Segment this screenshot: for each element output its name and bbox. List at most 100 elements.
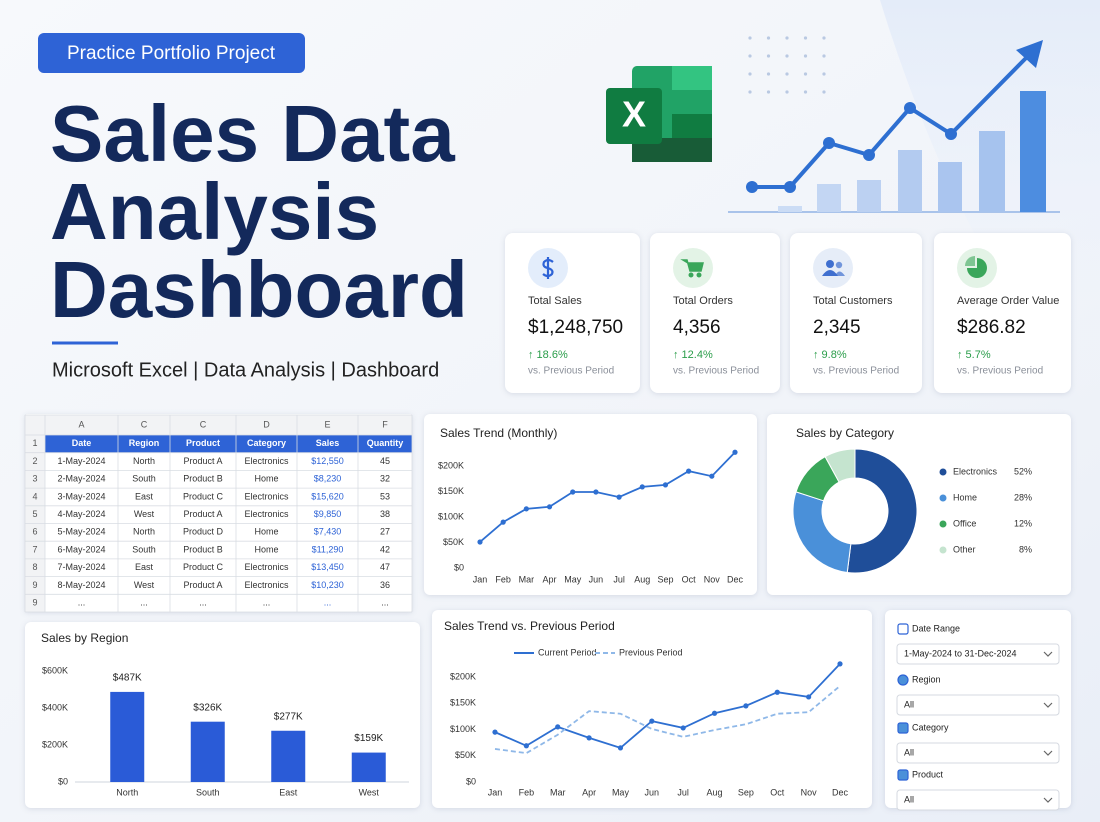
dropdown-value[interactable]: 1-May-2024 to 31-Dec-2024	[904, 648, 1017, 658]
column-letter: A	[78, 419, 84, 429]
dropdown-chevron[interactable]	[1043, 797, 1053, 803]
x-tick-label: Aug	[634, 574, 650, 584]
bar	[110, 691, 145, 782]
hero-dot	[863, 149, 875, 161]
column-letter: F	[382, 419, 388, 429]
filter-label: Category	[912, 722, 949, 732]
table-header-row	[45, 435, 412, 453]
chart-title: Sales by Category	[796, 426, 894, 440]
table-cell: 3-May-2024	[57, 491, 105, 501]
point	[774, 689, 780, 695]
kpi-label: Total Sales	[528, 295, 582, 307]
dropdown[interactable]	[896, 742, 1060, 764]
table-cell: Product A	[183, 456, 222, 466]
chart-title: Sales Trend vs. Previous Period	[444, 619, 615, 633]
table-cell: 53	[380, 491, 390, 501]
x-tick-label: Aug	[707, 787, 723, 797]
point	[743, 703, 749, 709]
dropdown-chevron[interactable]	[1043, 651, 1053, 657]
bar	[271, 730, 306, 782]
hero-bar	[778, 206, 802, 212]
table-cell: Electronics	[244, 456, 289, 466]
y-tick-label: $400K	[42, 702, 68, 712]
table-cell: $9,850	[314, 509, 342, 519]
point	[617, 745, 624, 751]
title-line: Sales Data	[50, 89, 455, 178]
table-cell: Product B	[183, 474, 223, 484]
legend-swatch	[939, 546, 947, 554]
x-tick-label: Feb	[519, 787, 535, 797]
hero-bar	[898, 150, 922, 212]
x-tick-label: Sep	[657, 574, 673, 584]
x-tick-label: Jan	[488, 787, 503, 797]
table-cell: 27	[380, 527, 390, 537]
table-cell: ...	[381, 598, 389, 608]
row-number: 5	[32, 509, 37, 519]
x-tick-label: North	[116, 787, 138, 797]
legend-swatch	[939, 468, 947, 476]
dropdown[interactable]	[896, 643, 1060, 665]
table-cell: East	[135, 491, 154, 501]
legend-label: Office	[953, 518, 976, 528]
y-tick-label: $0	[58, 776, 68, 786]
x-tick-label: Apr	[582, 787, 596, 797]
table-cell: 32	[380, 474, 390, 484]
table-cell: ...	[199, 598, 207, 608]
dropdown-chevron[interactable]	[1043, 702, 1053, 708]
hero-illustration	[728, 40, 1060, 213]
dropdown-value[interactable]: All	[904, 747, 914, 757]
table-cell: South	[132, 544, 156, 554]
table-cell: Home	[254, 544, 278, 554]
hero-bar	[1020, 91, 1046, 212]
dot-grid	[748, 36, 826, 94]
dot	[748, 90, 752, 94]
row-number: 6	[32, 527, 37, 537]
table-header-cell: Sales	[316, 438, 340, 448]
chart-title: Sales Trend (Monthly)	[440, 426, 557, 440]
table-cell: $10,230	[311, 580, 344, 590]
dot	[785, 36, 789, 40]
kpi-note: vs. Previous Period	[528, 366, 614, 377]
point	[680, 725, 686, 731]
y-tick-label: $100K	[450, 724, 476, 734]
series-line	[479, 451, 736, 543]
y-tick-label: $50K	[455, 750, 476, 760]
legend-label: Current Period	[538, 647, 597, 657]
kpi-note: vs. Previous Period	[957, 366, 1043, 377]
title-line: Dashboard	[50, 245, 468, 334]
kpi-icon	[542, 257, 554, 279]
logo-letter: X	[622, 94, 646, 135]
dropdown[interactable]	[896, 789, 1060, 811]
x-tick-label: Apr	[543, 574, 557, 584]
subtitle: Microsoft Excel | Data Analysis | Dashbo…	[52, 359, 439, 381]
table-cell: West	[134, 580, 155, 590]
kpi-label: Average Order Value	[957, 295, 1059, 307]
table-cell: ...	[324, 598, 332, 608]
x-tick-label: Oct	[770, 787, 785, 797]
hero-bar	[857, 180, 881, 212]
bar-value-label: $277K	[274, 711, 303, 722]
legend-label: Home	[953, 492, 977, 502]
point	[649, 718, 655, 724]
table-cell: 38	[380, 509, 390, 519]
y-tick-label: $200K	[438, 460, 464, 470]
dropdown[interactable]	[896, 694, 1060, 716]
dropdown-chevron[interactable]	[1043, 750, 1053, 756]
dot	[785, 90, 789, 94]
point	[732, 449, 738, 455]
table-cell: North	[133, 527, 155, 537]
column-letter: E	[324, 419, 330, 429]
table-cell: Home	[254, 527, 278, 537]
table-cell: 6-May-2024	[57, 544, 105, 554]
dot	[766, 90, 771, 94]
logo-cell	[672, 66, 712, 90]
dropdown-value[interactable]: All	[904, 699, 914, 709]
point	[570, 489, 576, 495]
y-tick-label: $0	[466, 776, 476, 786]
table-header-cell: Category	[247, 438, 286, 448]
dropdown-value[interactable]: All	[904, 794, 914, 804]
column-letter: D	[263, 419, 270, 429]
kpi-icon	[822, 260, 845, 276]
y-tick-label: $0	[454, 562, 464, 572]
x-tick-label: Feb	[495, 574, 511, 584]
